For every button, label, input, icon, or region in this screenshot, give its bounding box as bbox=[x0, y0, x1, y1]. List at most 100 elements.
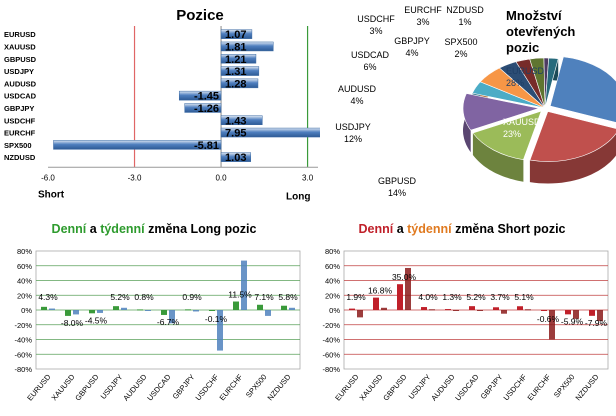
position-bar bbox=[220, 41, 274, 52]
position-value-label: 1.21 bbox=[225, 54, 246, 66]
position-value-label: 7.95 bbox=[225, 128, 246, 140]
short-weekly-bar bbox=[477, 310, 483, 311]
short-category-label: USDCHF bbox=[502, 372, 529, 402]
short-weekly-bar bbox=[501, 310, 507, 314]
position-bar bbox=[53, 140, 222, 150]
position-value-label: 1.81 bbox=[225, 41, 246, 53]
short-y-tick-label: 20% bbox=[325, 291, 340, 300]
pie-value-label: 6% bbox=[363, 62, 376, 72]
long-weekly-bar bbox=[241, 260, 247, 310]
pie-value-label: 2% bbox=[454, 49, 467, 59]
pie-value-label: 3% bbox=[416, 17, 429, 27]
short-category-label: USDCAD bbox=[453, 372, 481, 402]
long-title-part: Denní bbox=[52, 222, 87, 236]
pie-label: EURUSD bbox=[506, 66, 545, 76]
long-category-label: SPX500 bbox=[244, 373, 269, 400]
position-bar bbox=[220, 152, 252, 162]
long-weekly-bar bbox=[97, 310, 103, 313]
x-tick-label: 0.0 bbox=[215, 173, 227, 182]
pie-label: EURCHF bbox=[404, 5, 442, 15]
short-weekly-bar bbox=[381, 307, 387, 310]
long-y-tick-label: -60% bbox=[14, 350, 32, 359]
long-value-label: 5.8% bbox=[278, 292, 298, 302]
long-y-tick-label: -20% bbox=[14, 321, 32, 330]
long-title-part: týdenní bbox=[100, 222, 145, 236]
long-weekly-bar bbox=[145, 310, 151, 311]
short-value-label: 5.1% bbox=[514, 292, 534, 302]
short-daily-bar bbox=[493, 307, 499, 310]
short-title-part: změna Short pozic bbox=[452, 222, 566, 236]
short-daily-bar bbox=[517, 306, 523, 310]
short-y-tick-label: 0% bbox=[329, 306, 340, 315]
category-label: USDCAD bbox=[4, 92, 37, 101]
short-chart-title: Denní a týdenní změna Short pozic bbox=[359, 222, 566, 236]
short-daily-bar bbox=[373, 297, 379, 310]
short-daily-bar bbox=[541, 310, 547, 311]
position-bar bbox=[178, 90, 222, 101]
pie-label: GBPUSD bbox=[378, 176, 417, 186]
short-value-label: 1.9% bbox=[346, 292, 366, 302]
long-value-label: -8.0% bbox=[61, 318, 84, 328]
long-weekly-bar bbox=[169, 310, 175, 324]
long-daily-bar bbox=[281, 305, 287, 310]
long-y-tick-label: 40% bbox=[17, 277, 32, 286]
pie-label: AUDUSD bbox=[338, 84, 377, 94]
short-value-label: -0.6% bbox=[537, 314, 560, 324]
short-y-tick-label: -60% bbox=[322, 350, 340, 359]
pie-slice bbox=[462, 93, 541, 131]
long-y-tick-label: 80% bbox=[17, 247, 32, 256]
short-value-label: -7.9% bbox=[585, 318, 608, 328]
long-title-part: změna Long pozic bbox=[145, 222, 257, 236]
short-axis-label: Short bbox=[38, 189, 65, 200]
long-chart-title: Denní a týdenní změna Long pozic bbox=[52, 222, 257, 236]
short-category-label: AUDUSD bbox=[429, 372, 457, 402]
short-change-chart-svg: Denní a týdenní změna Short pozic 80% 60% 4… bbox=[322, 222, 609, 403]
pie-label: XAUUSD bbox=[503, 117, 541, 127]
short-y-tick-label: 60% bbox=[325, 262, 340, 271]
short-daily-bar bbox=[565, 310, 571, 315]
x-tick-label: -6.0 bbox=[41, 173, 55, 182]
short-category-label: EURUSD bbox=[333, 372, 361, 402]
long-daily-bar bbox=[233, 301, 239, 310]
short-weekly-bar bbox=[573, 310, 579, 319]
x-tick-label: -3.0 bbox=[128, 173, 142, 182]
pie-value-label: 12% bbox=[344, 134, 362, 144]
long-category-label: USDCHF bbox=[194, 372, 221, 402]
long-daily-bar bbox=[257, 304, 263, 310]
category-label: XAUUSD bbox=[4, 42, 36, 51]
short-change-chart: Denní a týdenní změna Short pozic 80% 60% 4… bbox=[308, 213, 616, 411]
positions-chart-svg: Pozice EURUSD 1.07 XAUUSD 1.81 GBPUSD 1.21 USDJ… bbox=[4, 7, 451, 202]
category-label: EURCHF bbox=[4, 129, 36, 138]
position-bar bbox=[220, 78, 259, 89]
long-value-label: 0.9% bbox=[182, 292, 202, 302]
pie-value-label: 14% bbox=[388, 188, 406, 198]
long-value-label: 4.3% bbox=[38, 292, 58, 302]
long-weekly-bar bbox=[49, 308, 55, 310]
positions-chart-title: Pozice bbox=[176, 7, 224, 24]
short-weekly-bar bbox=[405, 267, 411, 310]
category-label: AUDUSD bbox=[4, 79, 37, 88]
category-label: SPX500 bbox=[4, 141, 32, 150]
pie-label: GBPJPY bbox=[394, 36, 430, 46]
short-category-label: XAUUSD bbox=[358, 372, 385, 402]
long-weekly-bar bbox=[265, 310, 271, 316]
category-label: USDJPY bbox=[4, 67, 34, 76]
long-axis-label: Long bbox=[286, 191, 310, 202]
long-value-label: 5.2% bbox=[110, 292, 130, 302]
position-value-label: 1.03 bbox=[225, 152, 246, 164]
pie-title-line: otevřených bbox=[506, 24, 575, 39]
long-value-label: 11.5% bbox=[228, 290, 252, 300]
long-category-label: USDCAD bbox=[145, 372, 173, 402]
short-category-label: GBPUSD bbox=[381, 372, 409, 402]
short-weekly-bar bbox=[549, 310, 555, 340]
short-y-tick-label: -80% bbox=[322, 365, 340, 374]
long-daily-bar bbox=[89, 310, 95, 314]
short-value-label: 5.2% bbox=[466, 292, 486, 302]
short-category-label: EURCHF bbox=[526, 372, 553, 402]
category-label: NZDUSD bbox=[4, 153, 36, 162]
long-weekly-bar bbox=[217, 310, 223, 351]
long-daily-bar bbox=[185, 309, 191, 311]
pie-label: USDJPY bbox=[335, 122, 371, 132]
long-y-tick-label: -80% bbox=[14, 365, 32, 374]
